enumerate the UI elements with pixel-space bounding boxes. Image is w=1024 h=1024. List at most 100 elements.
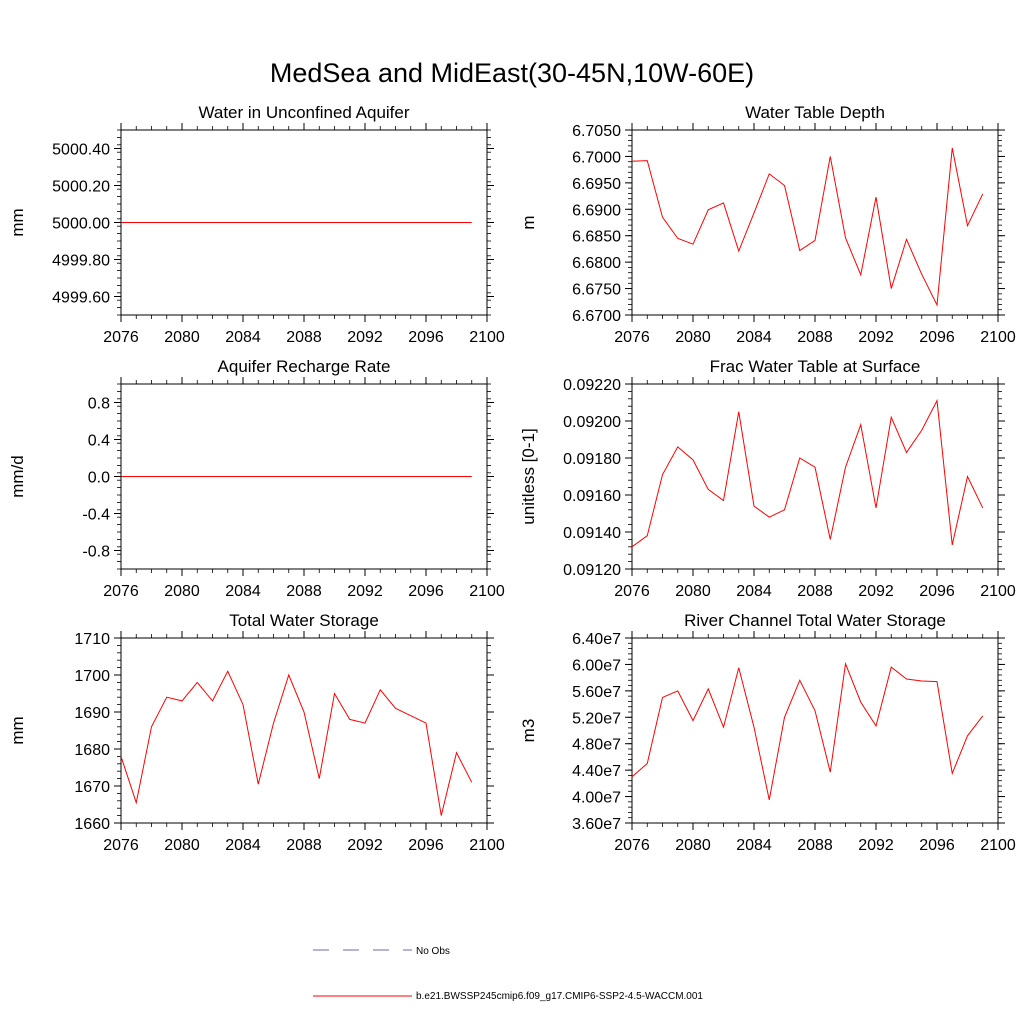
chart-panel-6: River Channel Total Water Storage m3 2076 2… bbox=[519, 611, 1016, 854]
panel-title: Aquifer Recharge Rate bbox=[218, 357, 391, 376]
x-tick-label: 2080 bbox=[164, 329, 200, 346]
x-tick-label: 2084 bbox=[225, 837, 261, 854]
y-tick-label: 4999.60 bbox=[52, 290, 110, 307]
x-tick-label: 2096 bbox=[408, 837, 444, 854]
y-tick-label: 5000.40 bbox=[52, 142, 110, 159]
x-tick-label: 2088 bbox=[797, 837, 833, 854]
y-tick-label: 4.80e7 bbox=[572, 737, 621, 754]
x-tick-label: 2076 bbox=[103, 583, 139, 600]
y-axis-label: mm bbox=[8, 208, 27, 236]
panel-title: River Channel Total Water Storage bbox=[684, 611, 946, 630]
series-line-model bbox=[631, 398, 984, 548]
y-axis-label: unitless [0-1] bbox=[519, 428, 538, 524]
y-tick-label: 6.6750 bbox=[572, 282, 621, 299]
x-tick-label: 2080 bbox=[675, 583, 711, 600]
y-tick-label: 5000.00 bbox=[52, 216, 110, 233]
legend-label-model: b.e21.BWSSP245cmip6.f09_g17.CMIP6-SSP2-4… bbox=[416, 991, 703, 1002]
y-tick-label: 5000.20 bbox=[52, 179, 110, 196]
y-tick-label: 6.00e7 bbox=[572, 657, 621, 674]
x-tick-label: 2092 bbox=[347, 837, 383, 854]
x-tick-label: 2096 bbox=[408, 583, 444, 600]
x-tick-label: 2092 bbox=[858, 837, 894, 854]
y-tick-label: 0.09180 bbox=[563, 451, 621, 468]
x-tick-label: 2100 bbox=[469, 583, 505, 600]
y-tick-label: -0.4 bbox=[82, 507, 110, 524]
x-tick-label: 2080 bbox=[164, 583, 200, 600]
x-tick-label: 2100 bbox=[469, 837, 505, 854]
x-tick-label: 2096 bbox=[919, 583, 955, 600]
y-tick-label: -0.8 bbox=[82, 544, 110, 561]
y-tick-label: 5.20e7 bbox=[572, 710, 621, 727]
y-tick-label: 0.8 bbox=[88, 396, 110, 413]
x-tick-label: 2096 bbox=[919, 837, 955, 854]
x-tick-label: 2100 bbox=[980, 329, 1016, 346]
y-tick-label: 4.40e7 bbox=[572, 763, 621, 780]
x-tick-label: 2100 bbox=[980, 583, 1016, 600]
y-tick-label: 1670 bbox=[74, 779, 110, 796]
chart-panel-3: Aquifer Recharge Rate mm/d 2076 2080 2084 208… bbox=[8, 357, 505, 600]
x-tick-label: 2080 bbox=[164, 837, 200, 854]
y-tick-label: 1710 bbox=[74, 631, 110, 648]
y-tick-label: 6.7050 bbox=[572, 123, 621, 140]
x-tick-label: 2088 bbox=[286, 837, 322, 854]
y-tick-label: 1680 bbox=[74, 742, 110, 759]
y-tick-label: 0.4 bbox=[88, 433, 110, 450]
y-tick-label: 0.09120 bbox=[563, 562, 621, 579]
y-tick-label: 1690 bbox=[74, 705, 110, 722]
legend-label-no-obs: No Obs bbox=[416, 946, 450, 957]
x-tick-label: 2076 bbox=[614, 837, 650, 854]
panel-title: Frac Water Table at Surface bbox=[710, 357, 921, 376]
y-tick-label: 0.09160 bbox=[563, 488, 621, 505]
chart-panel-2: Water Table Depth m 2076 2080 2084 2088 2092 20… bbox=[519, 103, 1016, 346]
x-tick-label: 2084 bbox=[225, 329, 261, 346]
x-tick-label: 2076 bbox=[103, 837, 139, 854]
x-tick-label: 2092 bbox=[347, 329, 383, 346]
chart-panel-4: Frac Water Table at Surface unitless [0-1… bbox=[519, 357, 1016, 600]
y-tick-label: 0.09140 bbox=[563, 525, 621, 542]
x-tick-label: 2088 bbox=[797, 583, 833, 600]
x-tick-label: 2100 bbox=[980, 837, 1016, 854]
y-tick-label: 6.40e7 bbox=[572, 631, 621, 648]
y-axis-label: m3 bbox=[519, 719, 538, 743]
plot-frame bbox=[631, 637, 999, 824]
panel-title: Total Water Storage bbox=[229, 611, 379, 630]
x-tick-label: 2096 bbox=[919, 329, 955, 346]
x-tick-label: 2084 bbox=[736, 837, 772, 854]
y-tick-label: 6.6950 bbox=[572, 176, 621, 193]
x-tick-label: 2080 bbox=[675, 837, 711, 854]
y-tick-label: 4999.80 bbox=[52, 253, 110, 270]
plot-frame bbox=[631, 129, 999, 316]
x-tick-label: 2084 bbox=[736, 329, 772, 346]
series-line-model bbox=[120, 670, 473, 816]
chart-panel-1: Water in Unconfined Aquifer mm 2076 2080 208… bbox=[8, 103, 505, 346]
y-tick-label: 3.60e7 bbox=[572, 816, 621, 833]
x-tick-label: 2076 bbox=[103, 329, 139, 346]
y-tick-label: 1700 bbox=[74, 668, 110, 685]
y-tick-label: 1660 bbox=[74, 816, 110, 833]
x-tick-label: 2092 bbox=[858, 329, 894, 346]
y-tick-label: 6.7000 bbox=[572, 149, 621, 166]
y-axis-label: mm/d bbox=[8, 455, 27, 498]
y-tick-label: 6.6800 bbox=[572, 255, 621, 272]
series-line-model bbox=[631, 661, 984, 800]
plot-frame bbox=[631, 383, 999, 570]
y-tick-label: 6.6900 bbox=[572, 202, 621, 219]
x-tick-label: 2080 bbox=[675, 329, 711, 346]
y-axis-label: mm bbox=[8, 716, 27, 744]
panel-title: Water in Unconfined Aquifer bbox=[198, 103, 409, 122]
x-tick-label: 2084 bbox=[736, 583, 772, 600]
y-tick-label: 0.0 bbox=[88, 470, 110, 487]
x-tick-label: 2092 bbox=[347, 583, 383, 600]
x-tick-label: 2100 bbox=[469, 329, 505, 346]
chart-panels: Water in Unconfined Aquifer mm 2076 2080 208… bbox=[8, 103, 1016, 854]
y-tick-label: 0.09200 bbox=[563, 414, 621, 431]
y-tick-label: 5.60e7 bbox=[572, 684, 621, 701]
x-tick-label: 2096 bbox=[408, 329, 444, 346]
figure-title: MedSea and MidEast(30-45N,10W-60E) bbox=[270, 58, 754, 88]
y-tick-label: 6.6850 bbox=[572, 229, 621, 246]
plot-frame bbox=[120, 637, 488, 824]
y-tick-label: 6.6700 bbox=[572, 308, 621, 325]
x-tick-label: 2076 bbox=[614, 329, 650, 346]
y-tick-label: 4.00e7 bbox=[572, 790, 621, 807]
